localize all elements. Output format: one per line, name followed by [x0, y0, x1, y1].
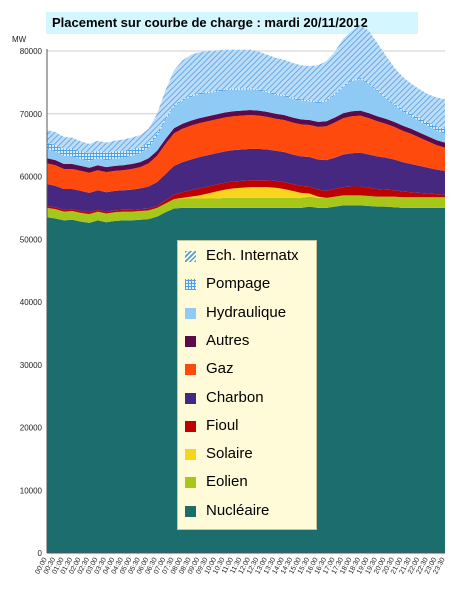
chart-title-box: Placement sur courbe de charge : mardi 2…: [46, 12, 418, 34]
legend-swatch: [185, 307, 196, 319]
area-ech-internatx: [47, 25, 445, 154]
x-tick-labels: 00:0000:3001:0001:3002:0002:3003:0003:30…: [34, 557, 446, 576]
area-hydraulique: [47, 79, 445, 168]
legend-swatch: [185, 392, 196, 404]
legend-swatch: [185, 279, 196, 291]
chart-title: Placement sur courbe de charge : mardi 2…: [52, 15, 368, 30]
legend-label: Hydraulique: [206, 303, 287, 321]
legend-swatch: [185, 505, 196, 517]
y-tick-label: 0: [38, 549, 43, 558]
area-fioul: [47, 180, 445, 215]
legend-label: Gaz: [206, 360, 234, 378]
area-eolien: [47, 195, 445, 223]
legend-label: Nucléaire: [206, 501, 270, 519]
legend-swatch: [185, 477, 196, 489]
legend-swatch: [185, 251, 196, 262]
legend-label: Autres: [206, 331, 250, 349]
legend: Ech. Internatx Pompage Hydraulique Autres Ga…: [177, 240, 317, 530]
area-solaire: [47, 187, 445, 215]
y-tick-labels: 0 10000 20000 30000 40000 50000 60000 70000 8000…: [20, 47, 43, 558]
y-axis-unit: MW: [12, 35, 27, 44]
y-tick-label: 30000: [20, 361, 43, 370]
y-tick-label: 10000: [20, 486, 43, 495]
legend-label: Fioul: [206, 416, 239, 434]
legend-label: Ech. Internatx: [206, 247, 299, 264]
y-tick-label: 20000: [20, 424, 43, 433]
y-tick-label: 70000: [20, 110, 43, 119]
legend-swatch: [185, 449, 196, 461]
legend-label: Charbon: [206, 388, 264, 406]
y-tick-label: 40000: [20, 298, 43, 307]
y-tick-label: 80000: [20, 47, 43, 56]
area-gaz: [47, 115, 445, 193]
y-tick-label: 50000: [20, 235, 43, 244]
legend-label: Solaire: [206, 445, 253, 463]
legend-label: Pompage: [206, 275, 271, 293]
axes: [46, 49, 445, 554]
legend-label: Eolien: [206, 473, 248, 491]
legend-swatch: [185, 420, 196, 432]
area-charbon: [47, 148, 445, 213]
y-tick-label: 60000: [20, 173, 43, 182]
legend-swatch: [185, 335, 196, 347]
legend-swatch: [185, 364, 196, 376]
